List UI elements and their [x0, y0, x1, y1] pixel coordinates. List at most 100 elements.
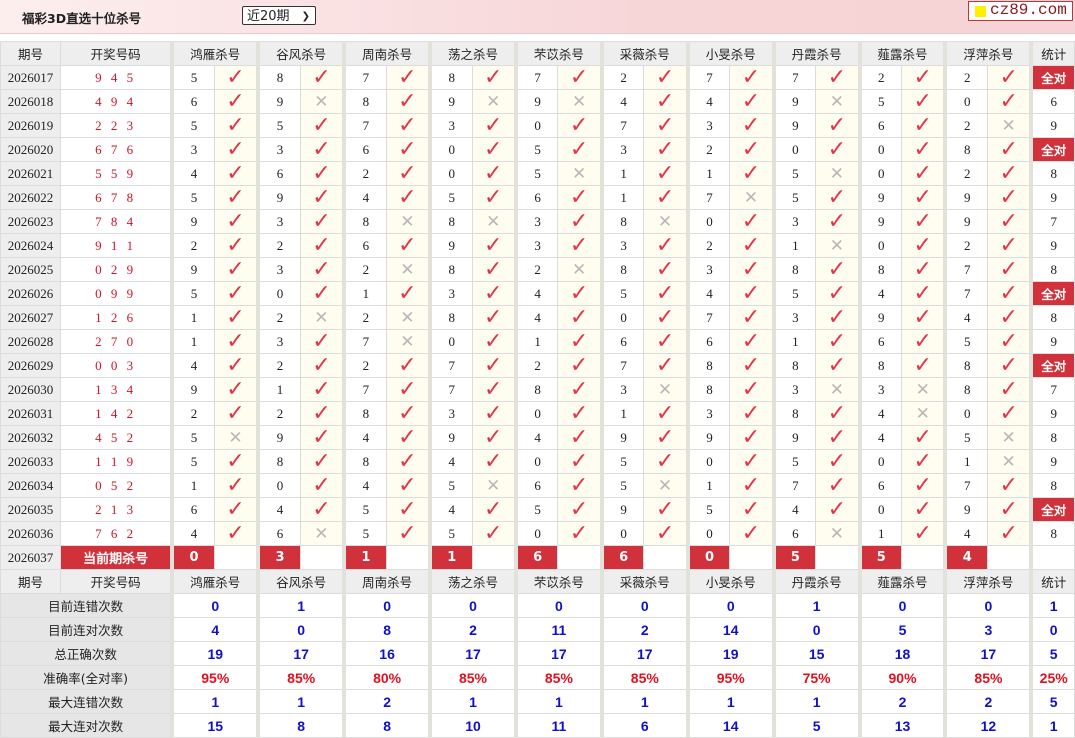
result-cell: ✓	[385, 281, 431, 306]
stats-value: 1	[1029, 713, 1075, 738]
kill-number-cell: 8	[771, 401, 817, 426]
kill-number-cell: 3	[599, 377, 645, 402]
stat-cell: 全对	[1029, 353, 1075, 378]
kill-number-cell: 7	[342, 113, 387, 138]
kill-number-cell: 5	[256, 113, 301, 138]
check-icon: ✓	[999, 281, 1018, 306]
kill-number-cell: 1	[599, 161, 645, 186]
column-header-expert: 谷风杀号	[256, 41, 345, 66]
period-cell: 2026019	[0, 113, 61, 138]
check-icon: ✓	[312, 377, 331, 402]
kill-number-cell: 1	[256, 377, 301, 402]
stats-value: 85%	[428, 665, 517, 690]
check-icon: ✓	[741, 161, 761, 186]
stats-value: 0	[342, 593, 431, 618]
result-cell: ✓	[557, 449, 603, 474]
stats-value: 2	[428, 617, 517, 642]
result-cell: ✓	[557, 377, 603, 402]
kill-number-cell: 5	[599, 281, 645, 306]
result-cell: ✓	[986, 401, 1032, 426]
header-row: 期号 开奖号码 鸿雁杀号 谷风杀号 周南杀号 荡之杀号 芣苡杀号 采薇杀号 小旻杀号 丹霞杀号 薤露…	[0, 569, 1075, 594]
draw-number-cell: 1 1 9	[59, 449, 173, 474]
check-icon: ✓	[913, 353, 932, 378]
check-icon: ✓	[312, 473, 331, 498]
result-cell: ✓	[815, 497, 861, 522]
stats-value: 1	[256, 689, 345, 714]
result-cell: ✓	[299, 401, 345, 426]
empty-stat-cell	[1029, 545, 1075, 570]
result-cell: ✓	[815, 137, 861, 162]
result-cell: ✓	[815, 281, 861, 306]
check-icon: ✓	[484, 137, 503, 162]
result-cell: ✓	[299, 233, 345, 258]
kill-number-cell: 2	[256, 401, 301, 426]
period-cell: 2026022	[0, 185, 61, 210]
kill-number-cell: 3	[428, 281, 473, 306]
current-kill-number: 5	[771, 545, 817, 570]
check-icon: ✓	[226, 185, 245, 210]
column-header-period: 期号	[0, 569, 61, 594]
stats-value: 14	[685, 617, 775, 642]
kill-number-cell: 6	[599, 329, 645, 354]
result-cell: ✓	[643, 257, 689, 282]
stats-value: 85%	[599, 665, 689, 690]
column-header-expert: 鸿雁杀号	[170, 569, 259, 594]
table-row: 2026026 0 9 9 5 ✓ 0 ✓ 1 ✓ 3 ✓ 4 ✓ 5 ✓ 4 ✓ 5 ✓ 4 ✓ 7 ✓ 全对	[0, 281, 1075, 306]
kill-number-cell: 1	[685, 473, 731, 498]
column-header-expert: 荡之杀号	[428, 41, 517, 66]
check-icon: ✓	[655, 425, 675, 450]
result-cell: ✓	[901, 89, 946, 114]
kill-number-cell: 2	[599, 65, 645, 90]
check-icon: ✓	[655, 137, 675, 162]
current-period-row: 2026037 当前期杀号 0 3 1 1 6 6 0 5 5 4	[0, 545, 1075, 570]
page-title: 福彩3D直选十位杀号	[22, 11, 142, 26]
result-cell: ✓	[643, 233, 689, 258]
kill-number-cell: 6	[857, 473, 903, 498]
cross-icon: ✕	[743, 187, 759, 208]
check-icon: ✓	[226, 521, 245, 546]
check-icon: ✓	[999, 161, 1018, 186]
result-cell: ✓	[815, 185, 861, 210]
result-cell: ✓	[986, 257, 1032, 282]
period-range-select[interactable]: 近20期 ❯	[242, 6, 316, 25]
kill-number-cell: 9	[857, 305, 903, 330]
kill-number-cell: 4	[256, 497, 301, 522]
result-cell: ✓	[213, 257, 259, 282]
kill-number-cell: 0	[513, 521, 559, 546]
kill-number-cell: 5	[170, 281, 215, 306]
stats-value: 10	[428, 713, 517, 738]
result-cell: ✓	[729, 233, 775, 258]
kill-number-cell: 9	[857, 209, 903, 234]
check-icon: ✓	[741, 521, 761, 546]
kill-number-cell: 6	[170, 89, 215, 114]
stats-value: 17	[256, 641, 345, 666]
result-cell: ✓	[986, 209, 1032, 234]
chevron-down-icon: ❯	[301, 11, 310, 22]
check-icon: ✓	[569, 377, 589, 402]
check-icon: ✓	[913, 113, 932, 138]
check-icon: ✓	[569, 449, 589, 474]
check-icon: ✓	[226, 89, 245, 114]
kill-number-cell: 3	[685, 113, 731, 138]
column-header-expert: 薤露杀号	[857, 41, 946, 66]
check-icon: ✓	[569, 521, 589, 546]
empty-cell	[299, 545, 345, 570]
kill-number-cell: 0	[428, 329, 473, 354]
stat-cell: 6	[1029, 89, 1075, 114]
site-logo[interactable]: cz89.com	[968, 1, 1073, 21]
stat-cell: 9	[1029, 113, 1075, 138]
kill-number-cell: 4	[170, 353, 215, 378]
kill-number-cell: 3	[256, 209, 301, 234]
check-icon: ✓	[398, 401, 417, 426]
result-cell: ✓	[213, 137, 259, 162]
stat-cell: 全对	[1029, 497, 1075, 522]
result-cell: ✓	[729, 137, 775, 162]
result-cell: ✓	[643, 281, 689, 306]
check-icon: ✓	[484, 161, 503, 186]
check-icon: ✓	[913, 209, 932, 234]
kill-number-cell: 7	[685, 185, 731, 210]
column-header-period: 期号	[0, 41, 61, 66]
kill-number-cell: 3	[771, 377, 817, 402]
check-icon: ✓	[312, 401, 331, 426]
result-cell: ✕	[643, 377, 689, 402]
